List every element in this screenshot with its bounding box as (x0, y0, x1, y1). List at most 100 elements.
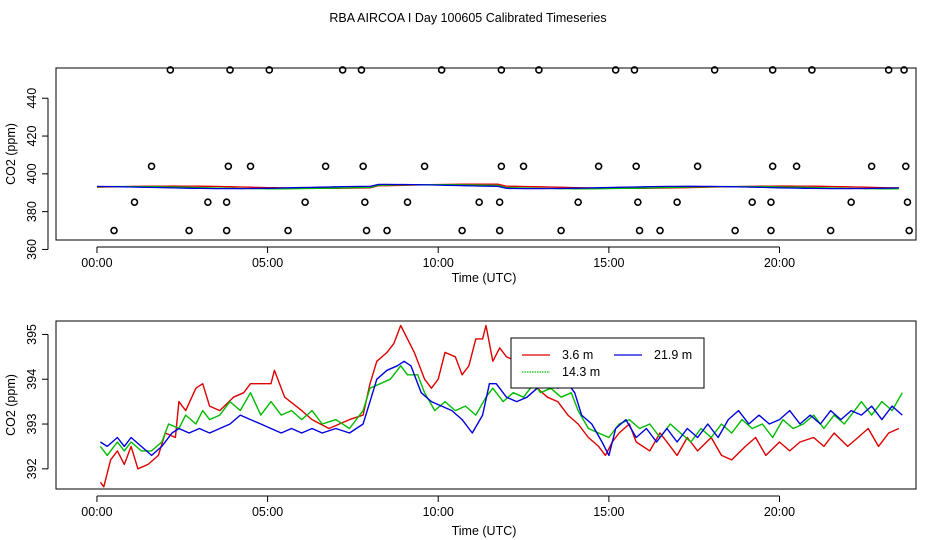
scatter-point (635, 226, 644, 235)
bottom-series-lines (99, 324, 903, 488)
scatter-point (458, 226, 466, 235)
bottom-plot-frame (55, 320, 917, 490)
bottom-panel: 00:00 05:00 10:00 15:00 20:00 392 393 394 395 T… (4, 320, 917, 538)
top-x-tick-label: 00:00 (81, 256, 112, 270)
scatter-point (110, 226, 118, 235)
scatter-point (884, 66, 893, 74)
scatter-point (359, 162, 367, 171)
scatter-point (383, 226, 391, 235)
scatter-point (222, 226, 231, 235)
scatter-point (792, 162, 801, 171)
scatter-point (767, 198, 775, 206)
top-series-line (96, 183, 899, 190)
scatter-point (361, 198, 369, 206)
top-y-axis: 360 380 400 420 440 (25, 88, 49, 260)
top-y-tick-label: 380 (25, 201, 39, 222)
top-x-axis-label: Time (UTC) (452, 271, 517, 285)
figure-title: RBA AIRCOA I Day 100605 Calibrated Times… (329, 11, 606, 25)
scatter-point (768, 66, 777, 74)
top-x-tick-label: 20:00 (764, 256, 795, 270)
top-x-tick-label: 05:00 (252, 256, 283, 270)
scatter-point (495, 226, 504, 235)
bottom-y-axis: 392 393 394 395 (25, 324, 49, 479)
scatter-point (265, 66, 274, 74)
scatter-point (611, 66, 620, 74)
scatter-point (710, 66, 719, 74)
legend: 3.6 m 21.9 m 14.3 m (510, 337, 705, 389)
scatter-point (362, 226, 371, 235)
scatter-point (185, 226, 193, 235)
scatter-point (901, 162, 910, 171)
scatter-point (224, 162, 233, 171)
top-x-tick-label: 15:00 (593, 256, 624, 270)
scatter-point (630, 66, 639, 74)
scatter-point (284, 226, 292, 235)
top-y-tick-label: 420 (25, 126, 39, 147)
top-scatter-points (110, 66, 913, 235)
bottom-x-tick-label: 05:00 (252, 505, 283, 519)
scatter-point (634, 198, 642, 206)
bottom-y-axis-label: CO2 (ppm) (4, 374, 18, 436)
top-y-tick-label: 440 (25, 88, 39, 109)
scatter-point (731, 226, 739, 235)
bottom-x-axis: 00:00 05:00 10:00 15:00 20:00 (81, 495, 795, 519)
scatter-point (656, 226, 664, 235)
scatter-point (826, 226, 835, 235)
legend-label-21-9m: 21.9 m (654, 348, 692, 362)
scatter-point (475, 198, 483, 206)
scatter-point (632, 162, 640, 171)
scatter-point (130, 198, 139, 206)
scatter-point (557, 226, 565, 235)
scatter-point (357, 66, 366, 74)
scatter-point (301, 198, 309, 206)
bottom-x-tick-label: 10:00 (423, 505, 454, 519)
scatter-point (900, 66, 908, 74)
scatter-point (166, 66, 175, 74)
scatter-point (222, 198, 231, 206)
scatter-point (768, 162, 777, 171)
scatter-point (867, 162, 876, 171)
series-line-21-9-m (100, 360, 903, 457)
scatter-point (905, 226, 913, 235)
scatter-point (903, 198, 912, 206)
scatter-point (594, 162, 603, 171)
scatter-point (204, 198, 212, 206)
scatter-point (437, 66, 446, 74)
bottom-x-tick-label: 00:00 (81, 505, 112, 519)
bottom-x-tick-label: 20:00 (764, 505, 795, 519)
scatter-point (403, 198, 412, 206)
top-x-axis: 00:00 05:00 10:00 15:00 20:00 (81, 246, 795, 270)
bottom-x-axis-label: Time (UTC) (452, 524, 517, 538)
bottom-x-tick-label: 15:00 (593, 505, 624, 519)
bottom-y-tick-label: 395 (25, 324, 39, 345)
top-background-series (96, 183, 899, 190)
series-line-3-6-m (99, 324, 900, 488)
top-y-tick-label: 400 (25, 163, 39, 184)
scatter-point (808, 66, 816, 74)
scatter-point (147, 162, 156, 171)
series-line-14-3-m (99, 365, 903, 457)
top-x-tick-label: 10:00 (423, 256, 454, 270)
bottom-y-tick-label: 392 (25, 458, 39, 479)
scatter-point (673, 198, 681, 206)
bottom-y-tick-label: 394 (25, 369, 39, 390)
legend-label-3-6m: 3.6 m (562, 348, 593, 362)
scatter-point (246, 162, 255, 171)
top-y-axis-label: CO2 (ppm) (4, 123, 18, 185)
scatter-point (321, 162, 330, 171)
scatter-point (748, 198, 756, 206)
scatter-point (226, 66, 234, 74)
scatter-point (495, 198, 504, 206)
legend-label-14-3m: 14.3 m (562, 365, 600, 379)
scatter-point (497, 66, 506, 74)
scatter-point (497, 162, 506, 171)
top-y-tick-label: 360 (25, 239, 39, 260)
scatter-point (574, 198, 582, 206)
scatter-point (338, 66, 347, 74)
scatter-point (767, 226, 775, 235)
bottom-y-tick-label: 393 (25, 414, 39, 435)
top-panel: 00:00 05:00 10:00 15:00 20:00 360 380 400 420 44… (4, 66, 917, 285)
scatter-point (535, 66, 543, 74)
legend-box (510, 337, 705, 389)
